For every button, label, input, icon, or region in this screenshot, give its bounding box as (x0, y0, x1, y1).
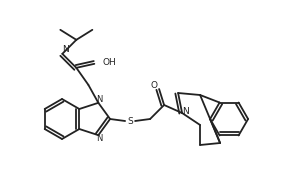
Text: N: N (96, 134, 103, 143)
Text: N: N (96, 95, 103, 104)
Text: S: S (127, 117, 133, 126)
Text: N: N (62, 45, 69, 54)
Text: O: O (151, 81, 158, 89)
Text: N: N (182, 107, 188, 115)
Text: OH: OH (102, 58, 116, 67)
